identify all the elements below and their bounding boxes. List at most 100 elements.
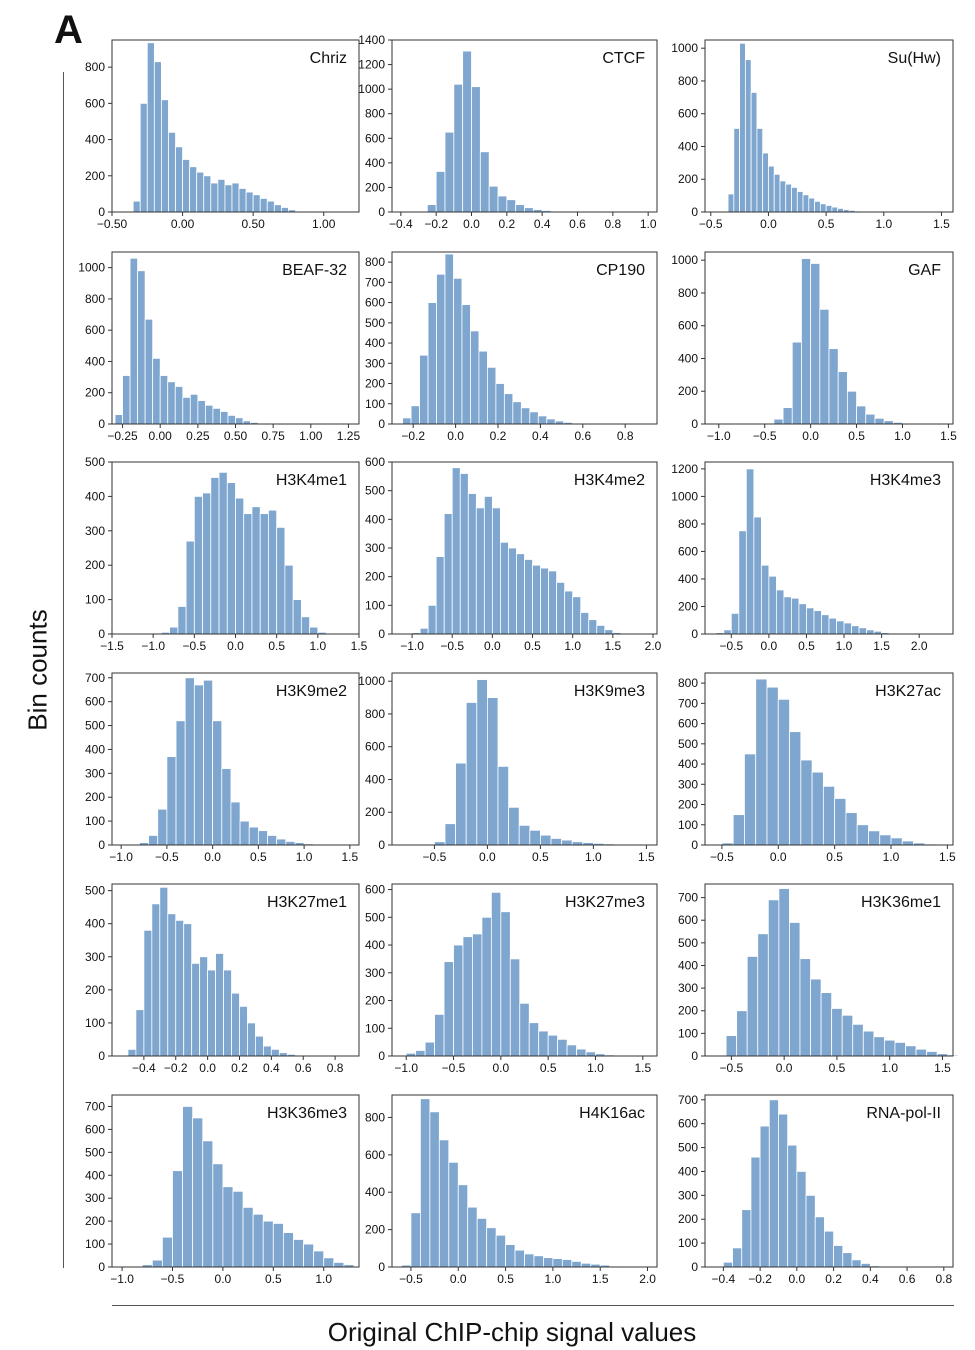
histogram-bar [292, 599, 302, 635]
histogram-bar [515, 204, 525, 213]
histogram-bar [478, 350, 488, 425]
histogram-bar [825, 205, 833, 213]
histogram-bar [500, 911, 511, 1057]
x-tick-label: −0.5 [440, 639, 464, 653]
histogram-bar [453, 944, 464, 1057]
y-tick-label: 400 [365, 336, 385, 350]
x-tick-label: 0.0 [463, 217, 480, 231]
histogram-bar [739, 42, 746, 213]
x-tick-label: −0.2 [748, 1272, 772, 1286]
x-tick-label: 0.5 [848, 429, 865, 443]
y-axis-bracket-line [63, 72, 64, 1268]
y-tick-label: 300 [365, 966, 385, 980]
histogram-bar [419, 627, 429, 635]
y-tick-label: 500 [365, 484, 385, 498]
histogram-bar [231, 992, 240, 1057]
y-tick-label: 800 [678, 286, 698, 300]
y-tick-label: 800 [365, 255, 385, 269]
histogram-h3k27me1: 0 100 200 300 400 500 −0.4 −0.2 0.0 0.2 0.4 0.6 0.8 H… [85, 883, 360, 1075]
y-tick-label: 700 [85, 1099, 105, 1113]
histogram-bar [768, 1099, 779, 1268]
y-tick-label: 600 [678, 717, 698, 731]
x-tick-label: −0.4 [712, 1272, 736, 1286]
histogram-bar [746, 956, 759, 1057]
histogram-bar [831, 1008, 843, 1057]
histogram-bar [516, 553, 525, 635]
histogram-bar [231, 182, 240, 213]
x-tick-label: −1.0 [394, 1061, 418, 1075]
histogram-bar [503, 393, 514, 425]
x-tick-label: 1.00 [299, 429, 323, 443]
x-tick-label: 1.0 [640, 217, 657, 231]
x-tick-label: 0.5 [524, 639, 541, 653]
x-tick-label: 0.5 [268, 639, 285, 653]
histogram-bar [443, 513, 453, 635]
plot-frame [391, 883, 658, 1057]
plot-title: GAF [908, 262, 941, 279]
histogram-bar [203, 175, 212, 213]
histogram-bar [808, 197, 815, 213]
y-tick-label: 700 [365, 275, 385, 289]
histogram-h3k4me2: 0 100 200 300 400 500 600 −1.0 −0.5 0.0 0.5 1.0 1.5 2… [365, 455, 662, 653]
histogram-bar [777, 698, 790, 846]
x-tick-label: 0.5 [265, 1272, 282, 1286]
histogram-bar [819, 308, 830, 425]
histogram-bar [588, 619, 598, 635]
plot-title: H3K4me3 [870, 472, 941, 489]
histogram-bar [215, 953, 224, 1057]
histogram-bar [212, 720, 223, 846]
histogram-bar [894, 1042, 906, 1057]
y-tick-label: 600 [678, 319, 698, 333]
histogram-bar [248, 826, 259, 846]
histogram-bar [814, 1216, 825, 1268]
histogram-bar [238, 188, 247, 213]
x-tick-label: 0.0 [484, 639, 501, 653]
histogram-bar [300, 616, 310, 635]
histogram-bar [222, 1186, 234, 1268]
histogram-bar [262, 1220, 274, 1268]
histogram-bar [435, 171, 446, 213]
histogram-bar [424, 1041, 435, 1057]
x-tick-label: 1.0 [883, 850, 900, 864]
histogram-bar [759, 1125, 770, 1268]
y-tick-label: 300 [85, 950, 105, 964]
histogram-bar [767, 899, 780, 1057]
y-tick-label: 600 [85, 695, 105, 709]
histogram-bar [834, 798, 847, 846]
histogram-bar [556, 582, 566, 635]
histogram-bar [259, 513, 269, 635]
histogram-bar [426, 204, 437, 213]
histogram-bar [266, 200, 275, 213]
y-tick-label: 600 [365, 131, 385, 145]
histogram-bar [722, 1261, 733, 1268]
histogram-bar [512, 401, 522, 425]
histogram-bar [580, 1262, 592, 1268]
y-tick-label: 1400 [358, 33, 385, 47]
y-tick-label: 200 [85, 983, 105, 997]
histogram-bar [508, 547, 517, 635]
y-tick-label: 0 [691, 205, 698, 219]
histogram-bar [435, 556, 445, 635]
histogram-bar [415, 1050, 426, 1057]
y-tick-label: 600 [365, 455, 385, 469]
y-tick-label: 200 [365, 377, 385, 391]
y-tick-label: 0 [98, 1260, 105, 1274]
histogram-bar [479, 151, 490, 213]
histogram-bar [252, 1213, 264, 1268]
x-tick-label: 0.5 [532, 850, 549, 864]
x-tick-label: 0.6 [899, 1272, 916, 1286]
histogram-bar [267, 835, 278, 846]
y-tick-label: 400 [678, 572, 698, 586]
histogram-bar [833, 1245, 844, 1268]
x-tick-label: 1.0 [309, 639, 326, 653]
histogram-bar [210, 182, 219, 213]
plot-frame [111, 672, 360, 846]
histogram-bar [146, 42, 155, 213]
histogram-bar [745, 468, 755, 635]
x-tick-label: 0.0 [770, 850, 787, 864]
histogram-bar [481, 916, 492, 1057]
histogram-bar [488, 185, 499, 213]
x-tick-label: −0.5 [719, 639, 743, 653]
y-tick-label: 100 [85, 1237, 105, 1251]
y-tick-label: 1000 [358, 674, 385, 688]
